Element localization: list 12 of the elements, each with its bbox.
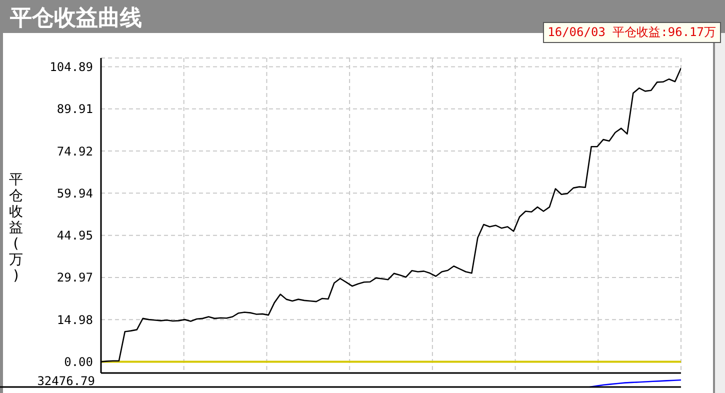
y-tick-label: 89.91 xyxy=(56,102,93,116)
y-tick-label: 104.89 xyxy=(50,60,93,74)
y-tick-label: 29.97 xyxy=(56,270,93,285)
y-tick-label: 74.92 xyxy=(56,144,93,158)
y-tick-label: 59.94 xyxy=(56,186,93,200)
text: 16/06/03 平仓收益:96.17万 xyxy=(542,22,721,43)
annotation: 32476.79 xyxy=(37,374,95,388)
y-tick-label: 44.95 xyxy=(56,228,93,243)
chart-title: 平仓收益曲线 xyxy=(10,5,142,33)
y-tick-label: 14.98 xyxy=(56,312,93,327)
y-tick-label: 0.00 xyxy=(64,355,93,370)
y-axis-title: 平仓收益(万) xyxy=(8,172,24,284)
